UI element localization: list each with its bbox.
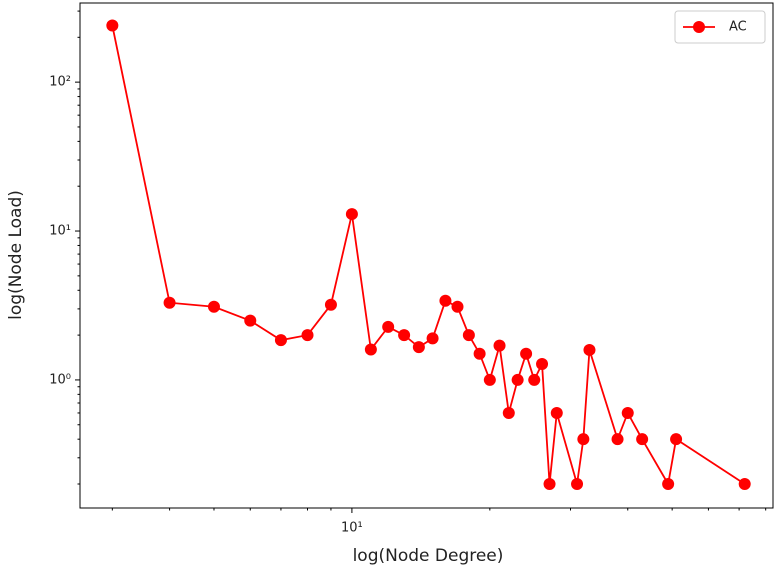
marker [473, 347, 486, 360]
marker [451, 300, 464, 313]
y-tick-label: 10¹ [49, 224, 71, 239]
marker [398, 329, 411, 342]
marker [502, 406, 515, 419]
marker [301, 329, 314, 342]
marker [462, 329, 475, 342]
plot-frame [79, 2, 774, 509]
marker [536, 357, 549, 370]
marker [583, 343, 596, 356]
x-axis-label: log(Node Degree) [353, 546, 504, 566]
marker [543, 478, 556, 491]
legend-box [674, 10, 766, 44]
marker [738, 478, 751, 491]
legend-marker [693, 21, 705, 33]
marker [426, 332, 439, 345]
marker [324, 298, 337, 311]
marker [571, 478, 584, 491]
marker [528, 373, 541, 386]
marker [621, 406, 634, 419]
marker [511, 373, 524, 386]
y-tick-label: 10⁰ [49, 372, 71, 387]
marker [577, 433, 590, 446]
marker [520, 347, 533, 360]
marker [636, 433, 649, 446]
y-tick-label: 10² [49, 75, 71, 90]
x-tick-label: 10¹ [341, 521, 363, 536]
marker [662, 478, 675, 491]
marker [364, 343, 377, 356]
y-axis-label: log(Node Load) [6, 190, 26, 320]
marker [483, 373, 496, 386]
marker [244, 314, 257, 327]
marker [550, 406, 563, 419]
marker [611, 433, 624, 446]
marker [207, 300, 220, 313]
marker [382, 320, 395, 333]
marker [163, 296, 176, 309]
marker [493, 339, 506, 352]
series-line [111, 25, 746, 487]
marker [106, 19, 119, 32]
marker [274, 334, 287, 347]
legend-label: AC [729, 20, 747, 35]
marker [439, 294, 452, 307]
marker [412, 341, 425, 354]
marker [345, 208, 358, 221]
marker [670, 433, 683, 446]
